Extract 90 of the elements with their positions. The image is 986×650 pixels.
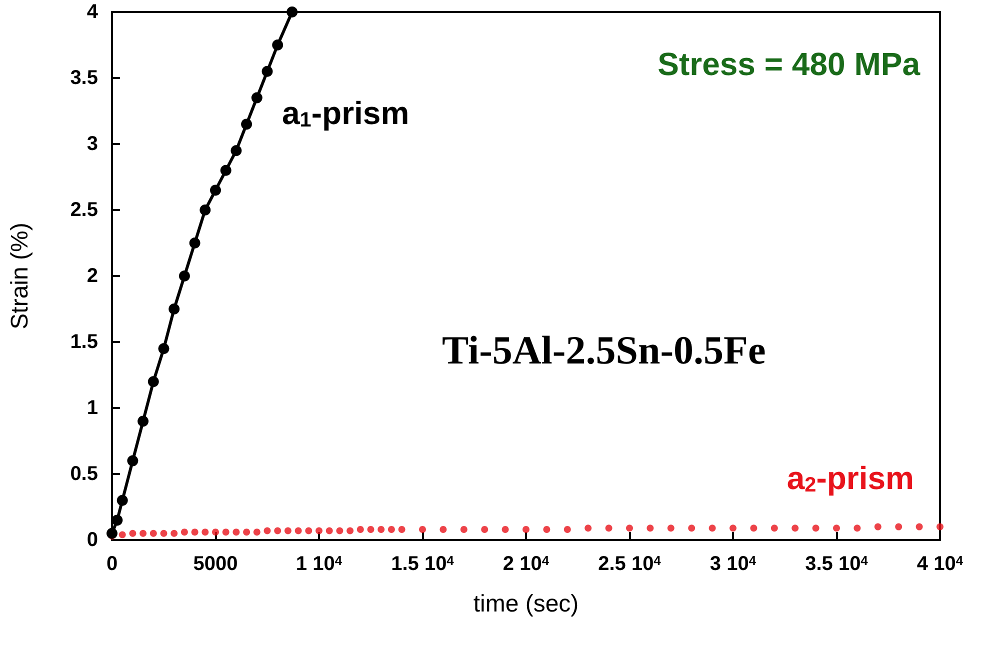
y-tick-label: 1.5 [70,331,98,353]
point [170,530,178,537]
point [316,527,322,534]
point [178,270,190,282]
x-tick-label: 0 [106,553,118,575]
point [200,204,211,216]
point [730,524,736,532]
point [346,527,354,534]
point [646,524,654,532]
point [262,66,273,77]
point [241,118,252,130]
point [112,514,123,526]
point [138,416,149,427]
point [502,526,509,533]
y-tick-label: 0.5 [70,463,98,485]
y-tick-label: 4 [86,1,99,23]
point [222,528,230,536]
point [419,526,426,533]
point [305,527,312,534]
series-label: a1-prism [282,95,410,132]
point [116,494,128,506]
point [770,524,778,532]
point [460,526,468,533]
point [378,526,385,533]
point [367,526,374,533]
point [160,530,168,537]
point [202,528,209,536]
point [440,526,447,533]
point [158,343,170,354]
point [792,524,799,532]
point [584,524,592,532]
x-tick-label: 5000 [193,553,238,575]
point [481,526,488,533]
y-tick-label: 0 [86,529,98,551]
point [336,527,344,534]
point [264,527,271,534]
point [916,523,923,530]
point [251,92,262,104]
point [284,527,292,534]
point [326,527,333,534]
point [129,530,136,537]
point [543,526,550,533]
point [688,524,696,532]
annotation: Stress = 480 MPa [658,46,920,82]
point [168,304,180,314]
y-tick-label: 1 [86,397,98,419]
point [833,524,840,532]
point [626,524,633,532]
y-tick-label: 3.5 [70,67,98,89]
point [210,184,221,196]
point [243,528,250,536]
point [140,530,147,537]
point [812,524,820,532]
point [750,524,758,532]
point [667,524,674,532]
point [230,145,242,156]
point [106,528,118,539]
point [127,455,138,466]
point [294,527,302,534]
point [150,530,157,537]
point [180,528,188,536]
point [895,523,902,530]
point [232,528,240,536]
point [272,40,284,50]
point [564,526,571,533]
y-tick-label: 2.5 [70,199,98,221]
point [274,527,282,534]
point [522,526,530,533]
point [118,531,126,538]
point [191,528,198,536]
point [148,376,159,388]
point [356,526,364,533]
point [253,528,260,536]
point [388,526,395,533]
point [189,238,200,248]
series-label: a2-prism [786,460,914,497]
point [854,524,861,532]
point [398,526,406,533]
point [708,524,716,532]
point [286,6,298,18]
y-tick-label: 2 [86,265,98,287]
point [605,524,612,532]
x-axis-title: time (sec) [473,590,579,618]
point [212,528,219,536]
y-tick-label: 3 [86,133,98,155]
annotation: Ti-5Al-2.5Sn-0.5Fe [442,328,766,372]
point [874,523,882,530]
point [936,523,944,530]
point [220,164,232,176]
y-axis-title: Strain (%) [6,222,34,330]
